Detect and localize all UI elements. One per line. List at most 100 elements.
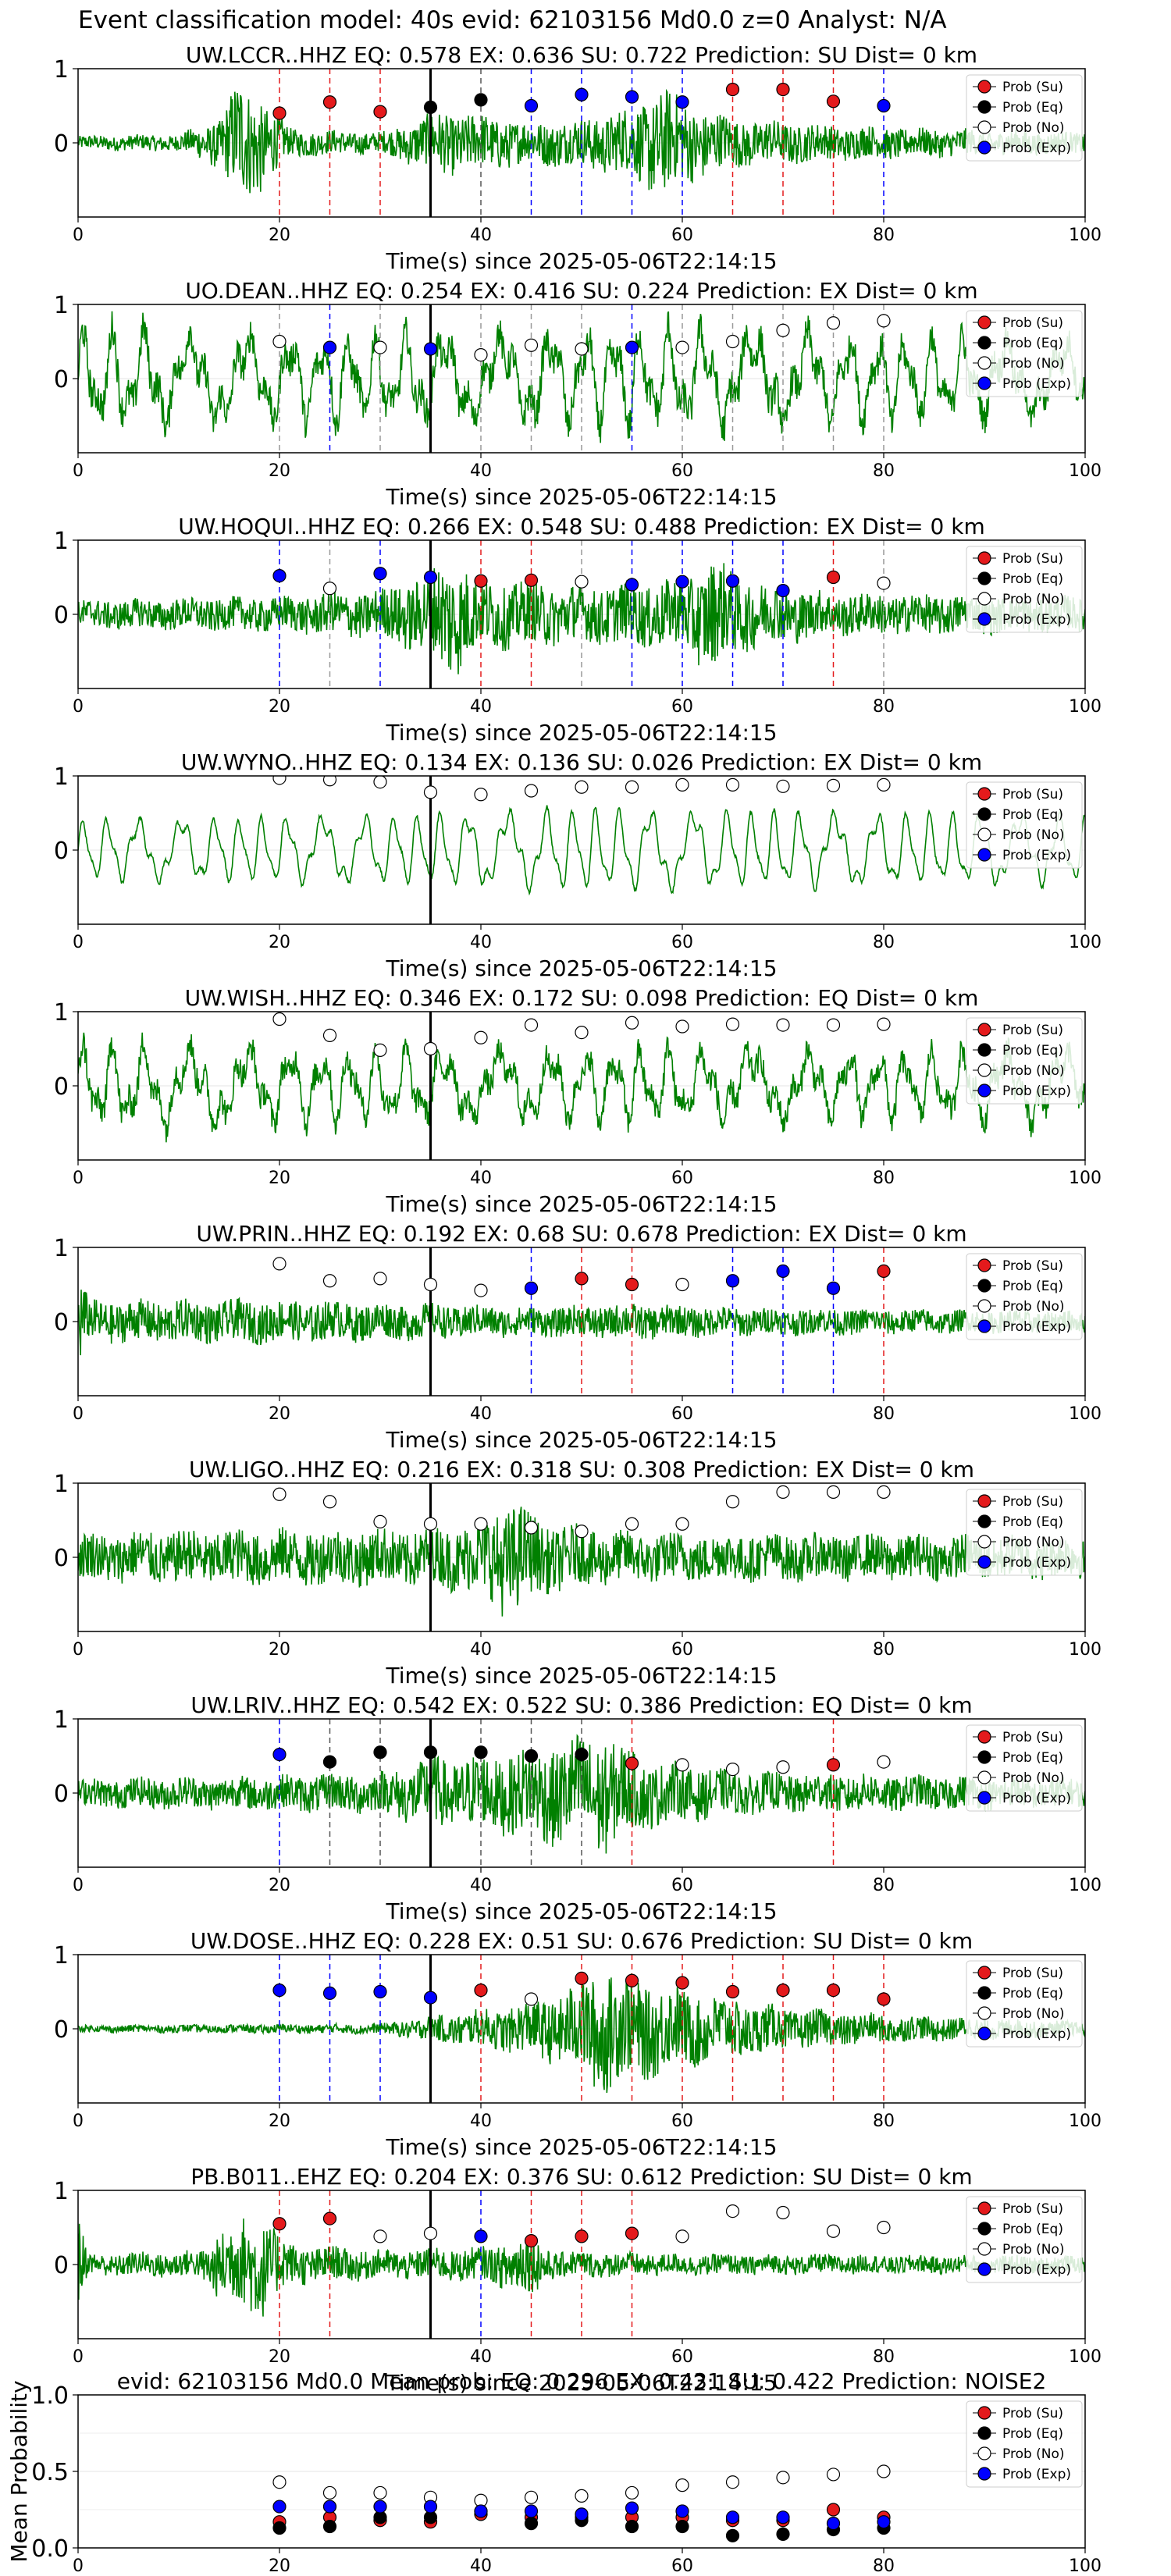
panel-8: 0 20 40 60 80 100 0 1 UW.LRIV..HHZ EQ: 0.542 EX:…	[54, 1692, 1102, 1924]
x-tick-label: 40	[470, 226, 492, 245]
legend-marker	[977, 612, 991, 626]
plot-area	[78, 1247, 1085, 1396]
x-tick-label: 20	[269, 933, 290, 952]
plot-area	[78, 540, 1085, 688]
legend-label: Prob (Exp)	[1002, 2262, 1071, 2278]
prob-point-su	[322, 95, 337, 109]
prob-point-su	[877, 1992, 891, 2006]
legend-marker	[977, 1750, 991, 1764]
x-tick-label: 100	[1069, 461, 1102, 481]
legend-label: Prob (Su)	[1002, 1258, 1063, 1274]
prob-point-no	[272, 1487, 287, 1501]
prob-point-no	[877, 2220, 891, 2235]
legend-label: Prob (No)	[1002, 827, 1065, 843]
prob-point-no	[474, 1283, 488, 1297]
mean-point-exp	[474, 2504, 488, 2518]
prob-point-no	[373, 1043, 387, 1058]
panel-6: 0 20 40 60 80 100 0 1 UW.PRIN..HHZ EQ: 0.192 EX:…	[54, 1221, 1102, 1453]
legend-marker	[977, 2026, 991, 2041]
legend-label: Prob (Eq)	[1002, 336, 1063, 351]
legend-frame	[966, 1253, 1083, 1340]
legend-label: Prob (Exp)	[1002, 141, 1071, 156]
x-tick-label: 40	[470, 1169, 492, 1188]
legend: Prob (Su) Prob (Eq) Prob (No) Prob (Exp)	[966, 1724, 1083, 1812]
legend: Prob (Su) Prob (Eq) Prob (No) Prob (Exp)	[966, 2400, 1083, 2488]
legend-label: Prob (Exp)	[1002, 1555, 1071, 1571]
x-tick-label: 80	[873, 933, 895, 952]
legend-frame	[966, 1960, 1083, 2048]
legend-marker	[977, 827, 991, 841]
mean-point-no	[675, 2478, 689, 2492]
legend-marker	[977, 1279, 991, 1293]
x-tick-label: 40	[470, 1876, 492, 1895]
legend-label: Prob (Su)	[1002, 1966, 1063, 1981]
prob-point-exp	[826, 1281, 841, 1295]
prob-point-su	[725, 1984, 740, 1999]
legend-label: Prob (Eq)	[1002, 1043, 1063, 1059]
mean-point-no	[826, 2467, 841, 2482]
legend-marker	[977, 1299, 991, 1313]
legend-marker	[977, 2262, 991, 2276]
prob-point-no	[776, 1760, 790, 1774]
mean-point-no	[272, 2475, 287, 2489]
prob-point-no	[575, 1525, 589, 1539]
x-tick-label: 0	[73, 1404, 84, 1424]
legend-marker	[977, 1535, 991, 1549]
legend-label: Prob (No)	[1002, 1770, 1065, 1786]
x-tick-label: 0	[73, 1169, 84, 1188]
prob-point-su	[725, 82, 740, 97]
x-tick-label: 60	[671, 2112, 693, 2131]
y-tick-label: 0	[54, 1309, 69, 1336]
prob-point-no	[423, 2226, 438, 2240]
prob-point-no	[322, 776, 337, 787]
prob-point-exp	[474, 2229, 488, 2243]
prob-point-su	[625, 2226, 639, 2240]
prob-point-no	[322, 1495, 337, 1509]
x-tick-label: 0	[73, 697, 84, 717]
panel-title: UW.LRIV..HHZ EQ: 0.542 EX: 0.522 SU: 0.3…	[190, 1692, 972, 1718]
mean-point-su	[826, 2503, 841, 2517]
mean-point-exp	[575, 2507, 589, 2521]
mean-point-exp	[524, 2504, 539, 2518]
prob-point-no	[575, 1025, 589, 1040]
legend-frame	[966, 2400, 1083, 2488]
prob-point-no	[272, 1012, 287, 1026]
legend-marker	[977, 2222, 991, 2236]
mean-point-exp	[373, 2500, 387, 2514]
y-tick-label: 0.5	[31, 2459, 69, 2486]
legend-marker	[977, 1494, 991, 1508]
legend-label: Prob (Exp)	[1002, 2467, 1071, 2482]
x-axis-label: Time(s) since 2025-05-06T22:14:15	[385, 1427, 777, 1453]
x-tick-label: 80	[873, 1876, 895, 1895]
legend-label: Prob (Eq)	[1002, 2426, 1063, 2442]
x-tick-label: 40	[470, 933, 492, 952]
mean-point-exp	[776, 2510, 790, 2524]
prob-point-su	[373, 105, 387, 119]
panel-title: UW.LIGO..HHZ EQ: 0.216 EX: 0.318 SU: 0.3…	[189, 1457, 974, 1482]
prob-point-no	[725, 777, 740, 792]
y-tick-label: 1	[54, 1235, 69, 1262]
plot-area	[78, 304, 1085, 453]
prob-point-no	[776, 323, 790, 337]
plot-area	[78, 1012, 1085, 1160]
y-tick-label: 1	[54, 292, 69, 319]
panel-9: 0 20 40 60 80 100 0 1 UW.DOSE..HHZ EQ: 0.228 EX:…	[54, 1928, 1102, 2160]
prob-point-no	[474, 788, 488, 802]
prob-point-no	[776, 779, 790, 793]
prob-point-no	[877, 1485, 891, 1500]
x-tick-label: 60	[671, 2556, 693, 2576]
prob-point-no	[826, 2224, 841, 2238]
legend-label: Prob (No)	[1002, 1535, 1065, 1550]
legend-label: Prob (Exp)	[1002, 1083, 1071, 1099]
legend-marker	[977, 1555, 991, 1569]
legend-frame	[966, 1017, 1083, 1105]
prob-point-no	[474, 1030, 488, 1044]
x-tick-label: 0	[73, 1876, 84, 1895]
mean-point-eq	[725, 2528, 740, 2542]
legend-frame	[966, 781, 1083, 869]
prob-point-exp	[675, 575, 689, 589]
prob-point-no	[675, 777, 689, 792]
legend-marker	[977, 787, 991, 801]
y-tick-label: 1	[54, 1942, 69, 1969]
panel-title: UW.WISH..HHZ EQ: 0.346 EX: 0.172 SU: 0.0…	[185, 985, 979, 1011]
